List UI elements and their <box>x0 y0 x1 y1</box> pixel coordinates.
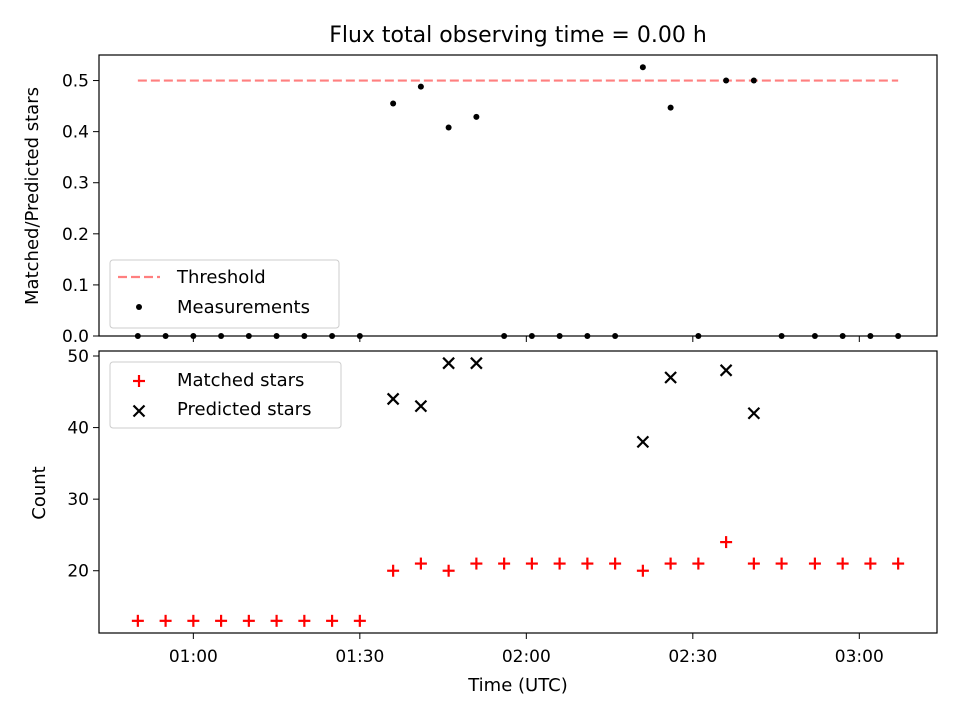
legend-measurements-label: Measurements <box>177 297 310 318</box>
measurement-point <box>639 64 646 71</box>
x-tick-label: 02:00 <box>502 647 551 667</box>
matched-star-point <box>470 557 483 570</box>
measurement-point <box>473 113 480 120</box>
y-tick-label-bottom: 30 <box>67 490 89 510</box>
x-tick-label: 03:00 <box>835 647 884 667</box>
x-b <box>414 399 428 413</box>
predicted-star-point <box>747 406 761 420</box>
measurement-point <box>750 77 757 84</box>
chart-title: Flux total observing time = 0.00 h <box>329 23 707 48</box>
legend-threshold-label: Threshold <box>176 267 266 288</box>
matched-star-point <box>353 614 366 627</box>
bottom-plot-area: 20 30 40 50 01:00 01:30 02:00 02:30 03:00 Matched… <box>67 347 938 667</box>
legend-measurements-swatch <box>136 304 142 310</box>
predicted-star-point <box>664 371 677 384</box>
top-axes-frame <box>98 54 938 337</box>
legend-predicted-label: Predicted stars <box>177 399 311 420</box>
measurement-point <box>417 83 424 90</box>
legend-top-frame <box>109 259 340 329</box>
x-b <box>747 406 761 420</box>
matched-star-point <box>720 536 733 549</box>
matched-star-point <box>298 614 311 627</box>
matched-star-point <box>187 614 200 627</box>
y-tick-label-top: 0.2 <box>62 225 89 245</box>
bottom-panel: Count Time (UTC) 20 30 40 50 01:00 01:30 02:00… <box>29 347 938 696</box>
matched-star-point <box>270 614 283 627</box>
measurement-point <box>723 77 730 84</box>
measurement-point <box>667 104 674 111</box>
matched-star-point <box>326 614 339 627</box>
matched-star-point <box>808 557 821 570</box>
predicted-star-point <box>719 364 733 377</box>
predicted-star-point <box>470 356 483 370</box>
top-plot-area: 0.0 0.1 0.2 0.3 0.4 0.5 Threshold Measurements <box>62 54 938 347</box>
x-axis-label: Time (UTC) <box>467 675 568 696</box>
predicted-star-point <box>636 435 650 449</box>
x-tick-label: 01:30 <box>335 647 384 667</box>
legend-matched-label: Matched stars <box>177 370 304 391</box>
matched-star-point <box>664 557 677 570</box>
y-tick-label-top: 0.0 <box>62 327 89 347</box>
matched-star-point <box>387 564 400 577</box>
matched-star-point <box>159 614 172 627</box>
matched-star-point <box>498 557 511 570</box>
matched-star-point <box>892 557 905 570</box>
measurement-point <box>390 100 397 107</box>
matched-star-point <box>581 557 594 570</box>
x-b <box>442 356 455 370</box>
matched-star-point <box>609 557 622 570</box>
matched-star-point <box>775 557 788 570</box>
x-tick-label: 01:00 <box>169 647 218 667</box>
legend-bottom-frame <box>109 361 342 429</box>
y-tick-label-bottom: 20 <box>67 562 89 582</box>
matched-star-point <box>215 614 228 627</box>
top-panel: Flux total observing time = 0.00 h Match… <box>22 23 938 347</box>
matched-star-point <box>553 557 566 570</box>
x-b <box>719 364 733 377</box>
matched-star-point <box>525 557 538 570</box>
matched-star-point <box>747 557 760 570</box>
y-tick-label-bottom: 40 <box>67 419 89 439</box>
matched-star-point <box>131 614 144 627</box>
legend-predicted-swatch-b <box>132 404 146 418</box>
x-b <box>664 371 677 384</box>
predicted-star-point <box>442 356 455 370</box>
measurement-point <box>445 124 452 131</box>
y-tick-label-top: 0.4 <box>62 123 89 143</box>
x-b <box>470 356 483 370</box>
y-axis-label-top: Matched/Predicted stars <box>22 87 43 305</box>
matched-star-point <box>442 564 455 577</box>
matched-star-point <box>864 557 877 570</box>
matched-star-point <box>692 557 705 570</box>
matched-star-point <box>836 557 849 570</box>
legend-top: Threshold Measurements <box>109 259 340 329</box>
bottom-axes-frame <box>98 350 938 634</box>
y-tick-label-top: 0.5 <box>62 72 89 92</box>
y-tick-label-top: 0.1 <box>62 276 89 296</box>
y-tick-label-bottom: 50 <box>67 347 89 367</box>
x-b <box>386 392 400 406</box>
matched-star-point <box>414 557 427 570</box>
legend-bottom: Matched stars Predicted stars <box>109 361 342 429</box>
x-tick-label: 02:30 <box>668 647 717 667</box>
matched-star-point <box>242 614 255 627</box>
y-axis-label-bottom: Count <box>29 466 50 519</box>
predicted-star-point <box>386 392 400 406</box>
matched-star-point <box>636 564 649 577</box>
y-tick-label-top: 0.3 <box>62 174 89 194</box>
x-b <box>636 435 650 449</box>
predicted-star-point <box>414 399 428 413</box>
